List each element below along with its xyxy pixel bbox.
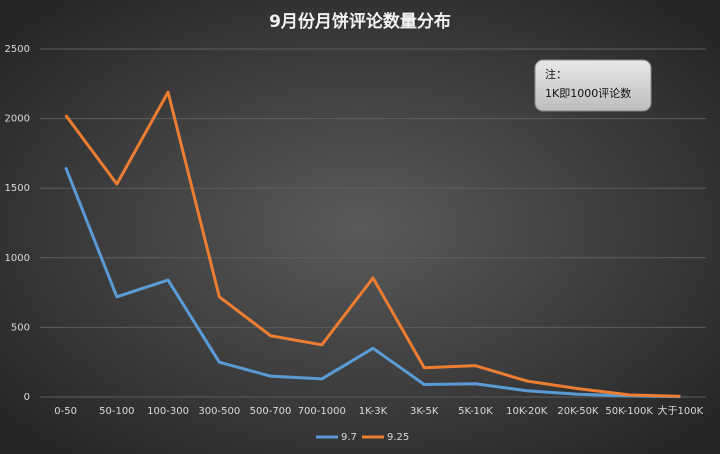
legend-label: 9.7	[341, 432, 357, 443]
legend-label: 9.25	[387, 432, 409, 443]
x-tick-label: 500-700	[250, 406, 292, 417]
annotation: 注： 1K即1000评论数	[534, 59, 652, 112]
y-tick-label: 1500	[5, 183, 30, 194]
x-tick-label: 50-100	[99, 406, 134, 417]
y-tick-label: 0	[24, 392, 30, 403]
annotation-text: 1K即1000评论数	[545, 86, 631, 100]
series-line	[64, 166, 681, 399]
x-tick-label: 100-300	[147, 406, 189, 417]
x-tick-label: 1K-3K	[359, 406, 388, 417]
y-tick-label: 1000	[5, 253, 30, 264]
series-line	[64, 90, 681, 398]
x-tick-label: 20K-50K	[557, 406, 599, 417]
x-tick-label: 大于100K	[658, 404, 704, 417]
x-tick-label: 300-500	[198, 406, 240, 417]
x-tick-label: 10K-20K	[506, 406, 548, 417]
y-tick-label: 2000	[5, 114, 30, 125]
chart-title: 9月份月饼评论数量分布	[269, 11, 451, 32]
x-tick-label: 0-50	[54, 406, 77, 417]
x-tick-label: 3K-5K	[410, 406, 439, 417]
y-tick-label: 500	[11, 322, 30, 333]
x-tick-label: 50K-100K	[605, 406, 653, 417]
y-tick-label: 2500	[5, 44, 30, 55]
annotation-box	[534, 59, 652, 112]
x-tick-label: 700-1000	[298, 406, 346, 417]
annotation-text: 注：	[545, 67, 567, 81]
x-tick-label: 5K-10K	[458, 406, 493, 417]
